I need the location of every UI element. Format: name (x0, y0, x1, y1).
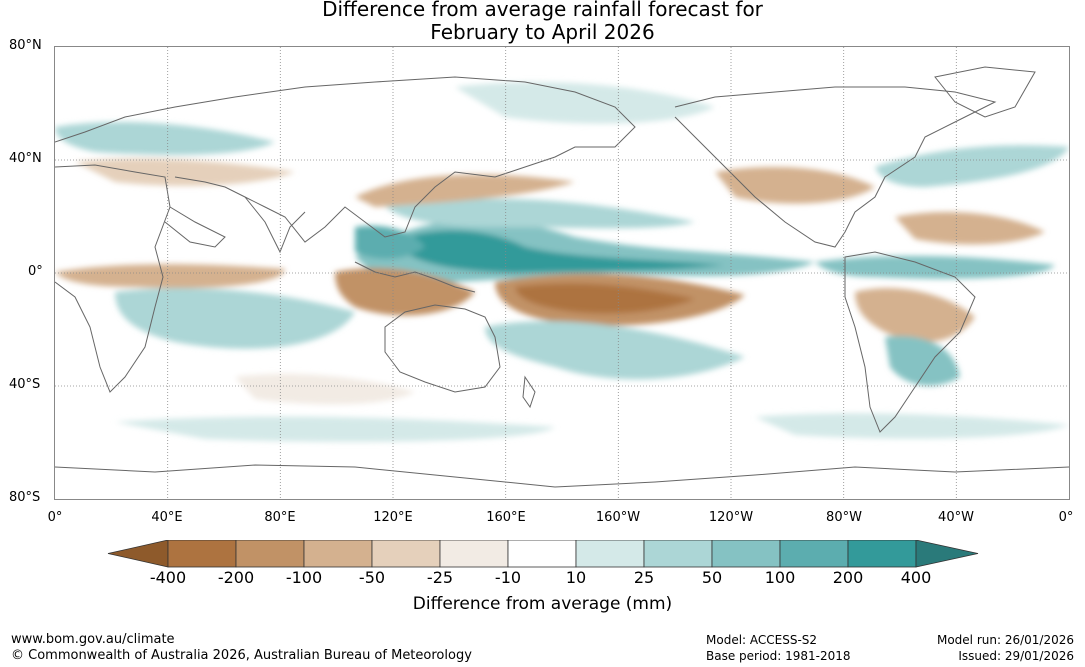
wet-patch-europe (55, 122, 275, 155)
colorbar-tick-25: 25 (633, 568, 655, 587)
footer-model-run: Model run: 26/01/2026 (936, 633, 1074, 647)
colorbar-swatch-10 (779, 540, 849, 568)
colorbar-swatch-7 (575, 540, 645, 568)
colorbar-tick-minus-100: -100 (285, 568, 323, 587)
colorbar-label: Difference from average (mm) (412, 594, 673, 614)
lat-label-80n: 80°N (9, 38, 42, 53)
coast-south-america (844, 251, 976, 433)
colorbar-swatch-8 (643, 540, 713, 568)
coast-australia (384, 304, 501, 393)
coast-antarctica (55, 464, 1069, 488)
dry-patch-south-indian (235, 373, 415, 405)
wet-patch-north-asia (455, 82, 715, 124)
lat-label-40s: 40°S (9, 377, 41, 392)
rainfall-anomaly-map (54, 46, 1070, 500)
coast-north-america (674, 86, 997, 248)
wet-patch-pacific-core (390, 230, 725, 273)
footer-model: Model: ACCESS-S2 (706, 633, 818, 647)
lon-label-80w: 80°W (826, 510, 862, 525)
colorbar-swatch-1 (167, 540, 237, 568)
colorbar-tick-50: 50 (701, 568, 723, 587)
lon-label-160e: 160°E (486, 510, 526, 525)
lat-label-40n: 40°N (9, 151, 42, 166)
footer-url: www.bom.gov.au/climate (11, 632, 175, 647)
wet-patch-indian-ocean (115, 288, 355, 349)
colorbar-tick-minus-25: -25 (426, 568, 454, 587)
wet-patch-maritime (355, 225, 425, 259)
anomaly-patches (55, 82, 1069, 442)
footer-copyright: © Commonwealth of Australia 2026, Austra… (11, 648, 472, 663)
lon-label-80e: 80°E (264, 510, 296, 525)
coast-maritime-continent (354, 261, 476, 293)
colorbar-tick-100: 100 (764, 568, 796, 587)
colorbar-tick-minus-400: -400 (149, 568, 187, 587)
wet-patch-southern-ocean (115, 416, 555, 442)
colorbar-swatch-9 (711, 540, 781, 568)
colorbar-tick-200: 200 (832, 568, 864, 587)
colorbar-swatch-5 (439, 540, 509, 568)
dry-patch-north-america (715, 167, 875, 204)
wet-patch-southern-ocean-2 (755, 413, 1069, 439)
lon-label-0-right: 0° (1058, 510, 1074, 525)
footer-issued: Issued: 29/01/2026 (958, 649, 1074, 663)
lat-label-0: 0° (28, 264, 43, 279)
wet-patch-south-america (885, 336, 960, 386)
dry-patch-africa-eq (55, 264, 285, 289)
dry-patch-maritime (335, 268, 475, 316)
colorbar (107, 540, 979, 568)
dry-patch-north-pacific (355, 174, 575, 207)
colorbar-swatch-6 (507, 540, 577, 568)
colorbar-tick-minus-200: -200 (217, 568, 255, 587)
colorbar-swatch-4 (371, 540, 441, 568)
colorbar-tick-400: 400 (900, 568, 932, 587)
colorbar-extend-high (915, 540, 979, 568)
colorbar-extend-low (107, 540, 169, 568)
colorbar-tick-10: 10 (565, 568, 587, 587)
wet-patch-north-atlantic (875, 145, 1069, 187)
lon-label-120w: 120°W (708, 510, 754, 525)
lon-label-40e: 40°E (151, 510, 183, 525)
colorbar-swatch-11 (847, 540, 917, 568)
dry-patch-pacific-core (515, 283, 695, 314)
coastlines (55, 66, 1069, 488)
wet-patch-south-pacific (485, 321, 745, 380)
coast-new-zealand (522, 375, 536, 409)
coast-africa (55, 164, 171, 393)
footer-base-period: Base period: 1981-2018 (706, 649, 851, 663)
colorbar-tick-minus-10: -10 (494, 568, 522, 587)
wet-patch-pacific-north (385, 198, 695, 229)
dry-patch-south-america (855, 288, 975, 342)
map-title-line-1: Difference from average rainfall forecas… (322, 0, 763, 21)
lon-label-40w: 40°W (938, 510, 974, 525)
lon-label-160w: 160°W (595, 510, 641, 525)
graticule (55, 47, 1069, 499)
lat-label-80s: 80°S (9, 490, 41, 505)
coast-greenland (934, 66, 1036, 118)
colorbar-swatch-2 (235, 540, 305, 568)
dry-patch-mediterranean (75, 158, 295, 186)
map-title-line-2: February to April 2026 (430, 20, 655, 44)
colorbar-tick-minus-50: -50 (358, 568, 386, 587)
dry-patch-subtropical-atlantic (895, 212, 1045, 245)
coast-arabia (164, 206, 226, 248)
lon-label-0: 0° (47, 510, 63, 525)
colorbar-swatch-3 (303, 540, 373, 568)
lon-label-120e: 120°E (373, 510, 413, 525)
coast-eurasia (55, 76, 636, 243)
